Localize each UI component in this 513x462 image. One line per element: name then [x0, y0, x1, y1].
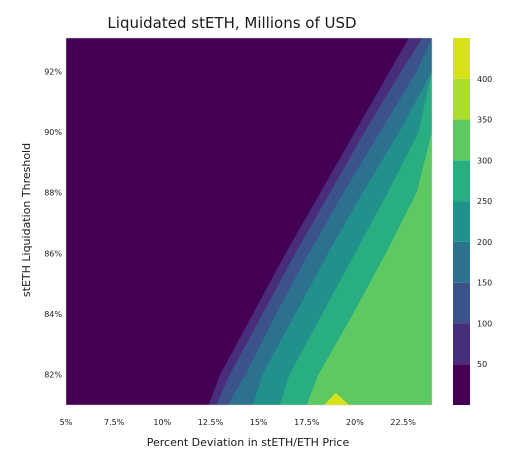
colorbar-tick-label: 50	[477, 360, 487, 369]
y-tick-label: 90%	[44, 128, 62, 137]
x-axis-label: Percent Deviation in stETH/ETH Price	[147, 436, 350, 449]
colorbar: 50 100 150 200 250 300 350 400	[453, 38, 492, 405]
colorbar-swatch	[453, 282, 470, 324]
plot-area	[65, 37, 433, 406]
colorbar-tick-label: 200	[477, 238, 492, 247]
y-axis-label: stETH Liquidation Threshold	[20, 143, 33, 297]
x-axis-ticks: 5% 7.5% 10% 12.5% 15% 17.5% 20% 22.5%	[60, 418, 417, 427]
chart-title: Liquidated stETH, Millions of USD	[107, 14, 356, 32]
y-tick-label: 86%	[44, 249, 62, 258]
colorbar-swatch	[453, 160, 470, 202]
x-tick-label: 22.5%	[390, 418, 416, 427]
x-tick-label: 12.5%	[198, 418, 224, 427]
colorbar-swatch	[453, 323, 470, 365]
colorbar-swatch	[453, 38, 470, 79]
y-tick-label: 92%	[44, 67, 62, 76]
contour-band-6	[306, 38, 432, 405]
colorbar-tick-label: 400	[477, 75, 492, 84]
x-tick-label: 15%	[250, 418, 268, 427]
colorbar-tick-label: 350	[477, 116, 492, 125]
colorbar-tick-label: 150	[477, 279, 492, 288]
colorbar-swatch	[453, 241, 470, 283]
colorbar-tick-label: 250	[477, 197, 492, 206]
x-tick-label: 7.5%	[104, 418, 125, 427]
colorbar-swatch	[453, 119, 470, 161]
x-tick-label: 5%	[60, 418, 73, 427]
colorbar-tick-label: 100	[477, 319, 492, 328]
colorbar-swatch	[453, 201, 470, 242]
x-tick-label: 20%	[346, 418, 364, 427]
colorbar-swatch	[453, 78, 470, 120]
plot-frame	[65, 37, 433, 406]
x-tick-label: 10%	[153, 418, 171, 427]
contour-peak-region	[324, 392, 350, 405]
x-tick-label: 17.5%	[294, 418, 320, 427]
colorbar-swatch	[453, 364, 470, 405]
y-axis-ticks: 82% 84% 86% 88% 90% 92%	[44, 67, 62, 379]
y-tick-label: 88%	[44, 189, 62, 198]
y-tick-label: 82%	[44, 371, 62, 380]
y-tick-label: 84%	[44, 310, 62, 319]
colorbar-tick-label: 300	[477, 156, 492, 165]
